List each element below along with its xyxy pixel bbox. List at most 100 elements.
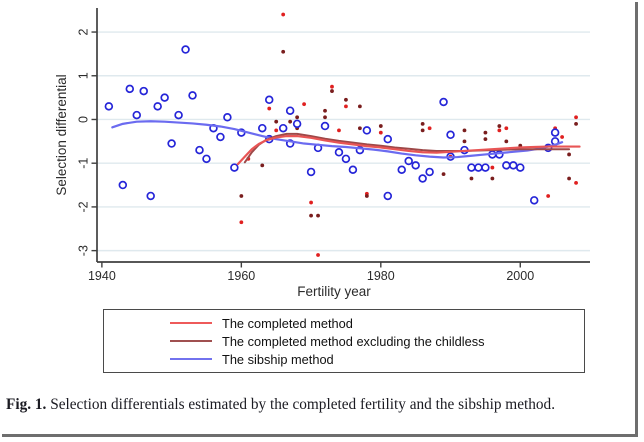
image-border-right (635, 2, 638, 436)
data-point-circle (195, 145, 204, 155)
data-point-circle (446, 130, 455, 140)
data-point-circle (278, 123, 288, 133)
data-point-dot (344, 97, 348, 102)
data-point-dot (574, 115, 578, 120)
data-point-dot (357, 104, 362, 109)
data-point-dot (462, 139, 467, 144)
gridlines (97, 31, 590, 252)
data-point-circle (285, 139, 295, 148)
data-point-circle (230, 163, 239, 172)
data-point-circle (174, 110, 183, 120)
figure-caption: Fig. 1. Selection differentials estimate… (6, 396, 640, 414)
legend-line-completed-excl-swatch (170, 339, 212, 343)
data-point-circle (258, 123, 267, 133)
data-point-dot (490, 165, 495, 170)
legend: The completed method The completed metho… (103, 309, 585, 373)
fit-line (111, 120, 564, 159)
data-point-circle (292, 119, 302, 129)
data-point-circle (153, 102, 162, 111)
data-point-dot (239, 220, 244, 225)
data-point-dot (560, 135, 565, 139)
data-point-circle (306, 167, 316, 177)
data-point-circle (223, 113, 232, 122)
data-point-circle (216, 132, 225, 142)
data-point-dot (281, 12, 286, 17)
data-point-dot (323, 115, 327, 120)
data-point-dot (330, 89, 334, 93)
data-point-circle (516, 163, 525, 172)
data-point-dot (441, 172, 446, 177)
fit-line (243, 132, 571, 164)
data-point-circle (355, 145, 365, 155)
data-point-dot (274, 119, 279, 124)
data-point-dot (504, 139, 509, 144)
data-point-dot (357, 126, 362, 131)
y-tick-label--3: -3 (76, 245, 90, 256)
data-point-dot (302, 102, 307, 107)
legend-item-sibship: The sibship method (104, 351, 584, 368)
data-point-dot (378, 130, 383, 135)
data-point-circle (181, 45, 190, 54)
data-point-circle (383, 191, 393, 201)
legend-line-sibship-swatch (170, 357, 212, 361)
data-point-circle (146, 191, 155, 201)
chart-canvas: -3 -2 -1 0 1 2 1940 1960 1980 2000 Selection diff… (54, 8, 590, 299)
data-point-dot (490, 176, 495, 181)
data-point-circle (474, 163, 483, 172)
data-point-dot (567, 176, 571, 181)
data-point-circle (425, 167, 434, 177)
data-point-dot (274, 128, 279, 133)
data-point-circle (418, 174, 427, 183)
data-point-dot (504, 126, 509, 131)
data-point-dot (281, 49, 286, 54)
data-point-circle (160, 93, 169, 102)
data-point-dot (427, 126, 432, 131)
data-point-dot (420, 128, 425, 133)
data-point-circle (383, 134, 393, 144)
data-point-dot (267, 106, 272, 111)
data-point-dot (420, 121, 425, 126)
data-point-circle (202, 154, 211, 164)
fit-lines (111, 120, 581, 166)
x-axis-label: Fertility year (297, 284, 371, 299)
data-point-circle (167, 139, 176, 148)
legend-line-completed-swatch (170, 321, 212, 325)
data-point-circle (118, 180, 128, 190)
data-point-dot (337, 128, 341, 133)
data-point-dot (574, 121, 578, 126)
legend-item-completed: The completed method (104, 315, 584, 332)
data-point-dot (260, 163, 265, 168)
x-tick-label-1960: 1960 (227, 269, 255, 283)
fit-line (236, 134, 581, 166)
data-point-dot (323, 108, 327, 113)
data-point-circle (188, 91, 197, 100)
y-tick-label-2: 2 (76, 29, 90, 36)
data-point-dot (483, 137, 488, 142)
data-point-circle (404, 156, 413, 166)
caption-text: Selection differentials estimated by the… (50, 396, 556, 413)
data-point-circle (334, 148, 344, 157)
chart-area: -3 -2 -1 0 1 2 1940 1960 1980 2000 Selection diff… (54, 8, 590, 299)
data-point-circle (104, 102, 114, 111)
y-tick-label-0: 0 (76, 116, 90, 123)
y-tick-label--2: -2 (76, 201, 90, 212)
legend-item-completed-excl-childless: The completed method excluding the child… (104, 333, 584, 350)
data-point-dot (288, 119, 293, 124)
data-point-dot (316, 213, 320, 218)
scatter-points (104, 12, 578, 257)
data-point-circle (439, 97, 448, 107)
data-point-dot (309, 213, 313, 218)
data-point-circle (348, 165, 358, 175)
data-point-dot (462, 128, 467, 133)
data-point-dot (330, 84, 334, 89)
data-point-circle (362, 126, 372, 135)
axes: -3 -2 -1 0 1 2 1940 1960 1980 2000 (76, 8, 590, 283)
data-point-dot (469, 176, 474, 181)
data-point-circle (467, 163, 476, 172)
data-point-dot (309, 200, 313, 205)
legend-label-completed-excl: The completed method excluding the child… (222, 333, 485, 349)
data-point-dot (497, 128, 502, 133)
data-point-circle (285, 106, 295, 115)
data-point-dot (497, 124, 502, 128)
